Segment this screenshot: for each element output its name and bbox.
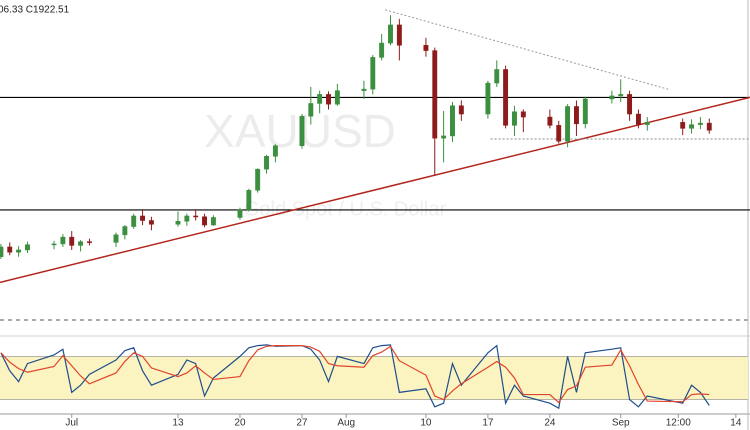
candle-body	[237, 209, 243, 218]
candle-body	[246, 190, 252, 211]
x-tick-label: 24	[544, 418, 556, 429]
candle-body	[60, 236, 66, 245]
trend-line	[385, 9, 671, 91]
x-tick-label: Aug	[337, 418, 355, 429]
x-tick-label: 13	[172, 418, 184, 429]
candle-body	[210, 217, 216, 226]
candle-body	[202, 216, 207, 226]
candle-body	[582, 98, 588, 125]
candle-body	[697, 122, 703, 125]
candle-body	[556, 125, 562, 142]
candle-body	[494, 69, 500, 84]
candle-body	[184, 215, 190, 222]
x-tick-label: 27	[296, 418, 308, 429]
candle-body	[370, 57, 376, 90]
ohlc-header: 06.33 C1922.51	[0, 5, 70, 16]
candle-body	[361, 88, 367, 91]
candle-body	[680, 122, 686, 129]
candle-body	[272, 145, 278, 157]
x-tick-label: 17	[482, 418, 494, 429]
candle-body	[131, 215, 137, 227]
candle-body	[379, 42, 385, 58]
candle-body	[264, 156, 269, 170]
candle-body	[423, 45, 429, 51]
candle-body	[547, 116, 553, 126]
x-tick-label: Sep	[612, 418, 630, 429]
candle-body	[334, 90, 340, 105]
trend-line	[0, 96, 750, 284]
candle-body	[113, 234, 119, 243]
candle-body	[609, 95, 615, 100]
candle-body	[122, 226, 128, 236]
candle-body	[0, 246, 4, 258]
candle-body	[140, 215, 146, 221]
watermark-subtitle: Gold Spot / U.S. Dollar	[244, 198, 447, 220]
candle-body	[69, 236, 75, 246]
stoch-line	[0, 344, 710, 410]
candle-body	[458, 105, 464, 115]
candle-body	[24, 244, 30, 251]
candle-body	[388, 24, 393, 44]
candle-body	[299, 116, 305, 146]
candle-body	[193, 215, 199, 218]
x-tick-label: Jul	[65, 418, 78, 429]
x-tick-label: 10	[420, 418, 432, 429]
candle-body	[255, 168, 261, 191]
candle-body	[308, 103, 314, 117]
candle-body	[317, 94, 323, 104]
candle-body	[86, 241, 92, 243]
candle-body	[565, 106, 571, 142]
candle-body	[326, 94, 331, 105]
candle-body	[175, 221, 181, 225]
x-tick-label: 20	[234, 418, 246, 429]
candle-body	[512, 111, 517, 126]
candle-body	[51, 243, 57, 246]
candle-body	[635, 113, 641, 125]
candle-body	[432, 50, 438, 139]
candle-body	[706, 122, 712, 131]
candle-body	[573, 106, 579, 125]
candle-body	[450, 105, 455, 137]
candle-body	[618, 94, 624, 97]
stoch-line	[0, 345, 710, 404]
candle-body	[689, 124, 695, 129]
candle-body	[503, 69, 509, 126]
candle-body	[148, 220, 154, 225]
candle-body	[396, 24, 402, 46]
candle-body	[441, 135, 447, 139]
candle-body	[644, 122, 650, 125]
candle-body	[7, 246, 13, 253]
x-tick-label: 14	[730, 418, 742, 429]
candle-body	[16, 249, 22, 253]
candle-body	[520, 111, 526, 118]
candle-body	[627, 94, 633, 115]
x-tick-label: 12:00	[666, 418, 691, 429]
candle-body	[485, 82, 491, 115]
candle-body	[78, 241, 84, 246]
